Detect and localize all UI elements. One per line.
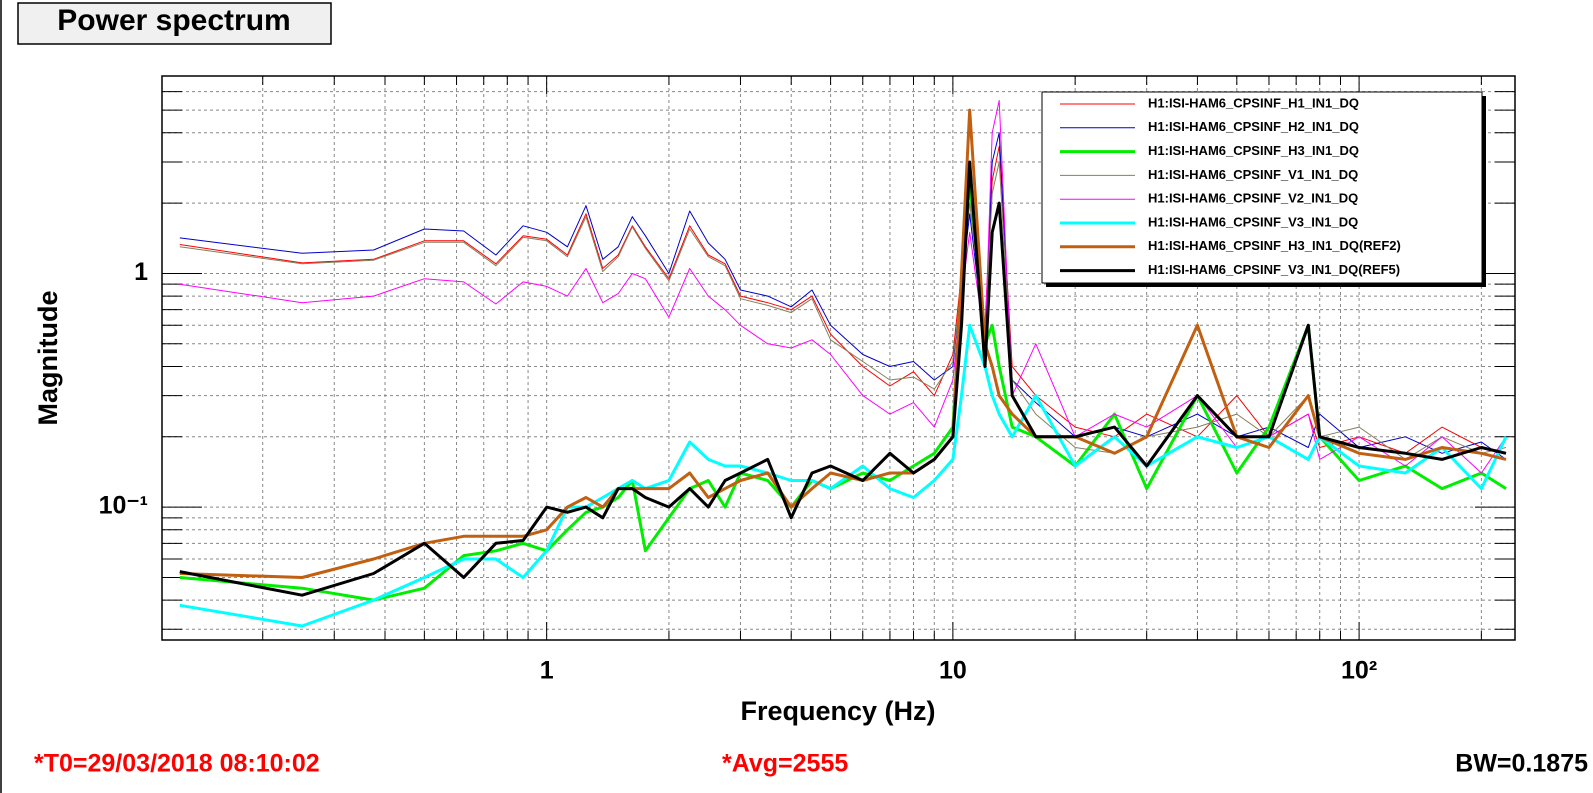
legend-label: H1:ISI-HAM6_CPSINF_V1_IN1_DQ bbox=[1148, 167, 1358, 182]
x-tick-label: 1 bbox=[540, 657, 554, 685]
legend-label: H1:ISI-HAM6_CPSINF_H3_IN1_DQ bbox=[1148, 143, 1359, 158]
legend-label: H1:ISI-HAM6_CPSINF_H3_IN1_DQ(REF2) bbox=[1148, 238, 1401, 253]
footer-avg: *Avg=2555 bbox=[722, 750, 848, 778]
legend-label: H1:ISI-HAM6_CPSINF_V3_IN1_DQ bbox=[1148, 214, 1358, 229]
series-line bbox=[179, 145, 1507, 454]
legend-box bbox=[1041, 91, 1483, 284]
legend-label: H1:ISI-HAM6_CPSINF_V3_IN1_DQ(REF5) bbox=[1148, 262, 1400, 277]
legend-label: H1:ISI-HAM6_CPSINF_H2_IN1_DQ bbox=[1148, 119, 1359, 134]
chart-title: Power spectrum bbox=[57, 4, 290, 37]
footer-t0: *T0=29/03/2018 08:10:02 bbox=[34, 750, 320, 778]
y-tick-label: 1 bbox=[134, 258, 148, 286]
footer-bw: BW=0.1875 bbox=[1455, 750, 1588, 778]
plot-frame bbox=[161, 75, 1516, 641]
y-axis-label: Magnitude bbox=[33, 291, 63, 426]
x-tick-label: 10 bbox=[939, 657, 967, 685]
x-tick-label: 10² bbox=[1341, 657, 1377, 685]
series-line bbox=[179, 132, 1507, 460]
y-tick-label: 10⁻¹ bbox=[99, 492, 148, 520]
legend-label: H1:ISI-HAM6_CPSINF_H1_IN1_DQ bbox=[1148, 95, 1359, 110]
legend-label: H1:ISI-HAM6_CPSINF_V2_IN1_DQ bbox=[1148, 191, 1358, 206]
title-box bbox=[17, 2, 332, 45]
x-axis-label: Frequency (Hz) bbox=[740, 696, 935, 726]
series-line bbox=[179, 161, 1507, 460]
series-line bbox=[179, 160, 1507, 597]
